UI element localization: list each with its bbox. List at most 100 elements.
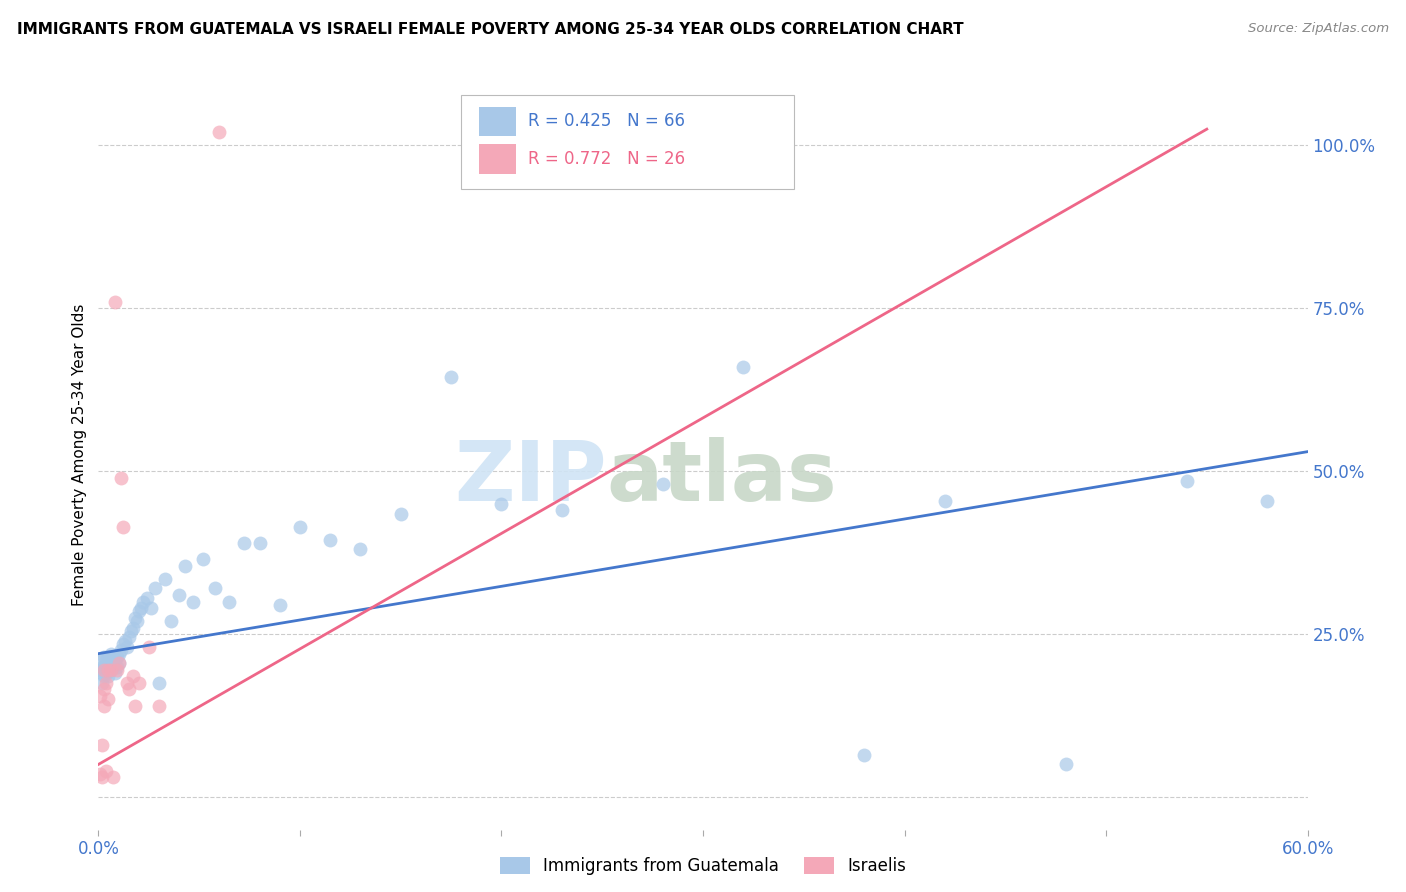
- Text: atlas: atlas: [606, 437, 837, 518]
- Point: [208, 125, 231, 139]
- Point: [288, 519, 311, 533]
- Point: [105, 649, 128, 664]
- Point: [93, 663, 115, 677]
- Point: [93, 698, 115, 713]
- Point: [97, 649, 120, 664]
- Point: [100, 657, 122, 671]
- Point: [89, 663, 111, 677]
- Point: [143, 582, 166, 596]
- FancyBboxPatch shape: [461, 95, 793, 189]
- Point: [128, 604, 150, 618]
- Point: [91, 738, 114, 752]
- Text: IMMIGRANTS FROM GUATEMALA VS ISRAELI FEMALE POVERTY AMONG 25-34 YEAR OLDS CORREL: IMMIGRANTS FROM GUATEMALA VS ISRAELI FEM…: [17, 22, 963, 37]
- Point: [107, 657, 129, 671]
- Y-axis label: Female Poverty Among 25-34 Year Olds: Female Poverty Among 25-34 Year Olds: [72, 304, 87, 606]
- Point: [167, 588, 190, 602]
- Point: [160, 614, 183, 628]
- Point: [204, 582, 226, 596]
- Point: [111, 519, 134, 533]
- Text: R = 0.425   N = 66: R = 0.425 N = 66: [527, 112, 685, 130]
- Point: [97, 663, 120, 677]
- Point: [128, 676, 150, 690]
- Point: [1256, 493, 1278, 508]
- Point: [97, 659, 120, 673]
- Point: [97, 669, 120, 683]
- Point: [103, 294, 125, 309]
- Text: Source: ZipAtlas.com: Source: ZipAtlas.com: [1249, 22, 1389, 36]
- Point: [93, 669, 115, 683]
- Point: [118, 682, 141, 697]
- Point: [89, 653, 111, 667]
- Point: [105, 659, 128, 673]
- Point: [139, 601, 162, 615]
- Point: [181, 594, 204, 608]
- Legend: Immigrants from Guatemala, Israelis: Immigrants from Guatemala, Israelis: [492, 849, 914, 884]
- Point: [135, 591, 157, 606]
- Point: [96, 666, 118, 681]
- Point: [120, 624, 142, 638]
- Point: [96, 653, 118, 667]
- Point: [105, 663, 128, 677]
- Point: [97, 692, 120, 706]
- Point: [1175, 474, 1198, 488]
- Point: [269, 598, 291, 612]
- Point: [110, 471, 132, 485]
- Point: [121, 669, 143, 683]
- Point: [249, 536, 271, 550]
- Point: [218, 594, 240, 608]
- Point: [153, 572, 176, 586]
- Point: [89, 767, 111, 781]
- Point: [101, 659, 124, 673]
- Point: [103, 666, 125, 681]
- Point: [107, 647, 129, 661]
- Point: [193, 552, 215, 566]
- Point: [93, 682, 115, 697]
- Point: [389, 507, 412, 521]
- Text: ZIP: ZIP: [454, 437, 606, 518]
- Text: R = 0.772   N = 26: R = 0.772 N = 26: [527, 150, 685, 168]
- Point: [129, 601, 152, 615]
- Point: [96, 676, 118, 690]
- Point: [551, 503, 574, 517]
- Point: [319, 533, 342, 547]
- Point: [118, 631, 141, 645]
- Point: [121, 621, 143, 635]
- Point: [1054, 757, 1077, 772]
- Point: [148, 676, 170, 690]
- FancyBboxPatch shape: [479, 106, 516, 136]
- Point: [491, 497, 513, 511]
- Point: [115, 676, 138, 690]
- Point: [93, 659, 115, 673]
- Point: [125, 614, 148, 628]
- Point: [91, 771, 114, 785]
- Point: [440, 369, 463, 384]
- Point: [934, 493, 956, 508]
- Point: [114, 633, 136, 648]
- Point: [107, 657, 129, 671]
- Point: [100, 663, 122, 677]
- FancyBboxPatch shape: [479, 144, 516, 174]
- Point: [115, 640, 138, 654]
- Point: [138, 640, 160, 654]
- Point: [89, 689, 111, 703]
- Point: [853, 747, 876, 762]
- Point: [110, 643, 132, 657]
- Point: [132, 594, 155, 608]
- Point: [232, 536, 254, 550]
- Point: [148, 698, 170, 713]
- Point: [96, 764, 118, 778]
- Point: [100, 647, 122, 661]
- Point: [124, 611, 146, 625]
- Point: [91, 676, 114, 690]
- Point: [103, 653, 125, 667]
- Point: [100, 663, 122, 677]
- Point: [93, 649, 115, 664]
- Point: [349, 542, 371, 557]
- Point: [91, 659, 114, 673]
- Point: [124, 698, 146, 713]
- Point: [733, 359, 755, 374]
- Point: [101, 771, 124, 785]
- Point: [91, 666, 114, 681]
- Point: [96, 659, 118, 673]
- Point: [174, 558, 197, 573]
